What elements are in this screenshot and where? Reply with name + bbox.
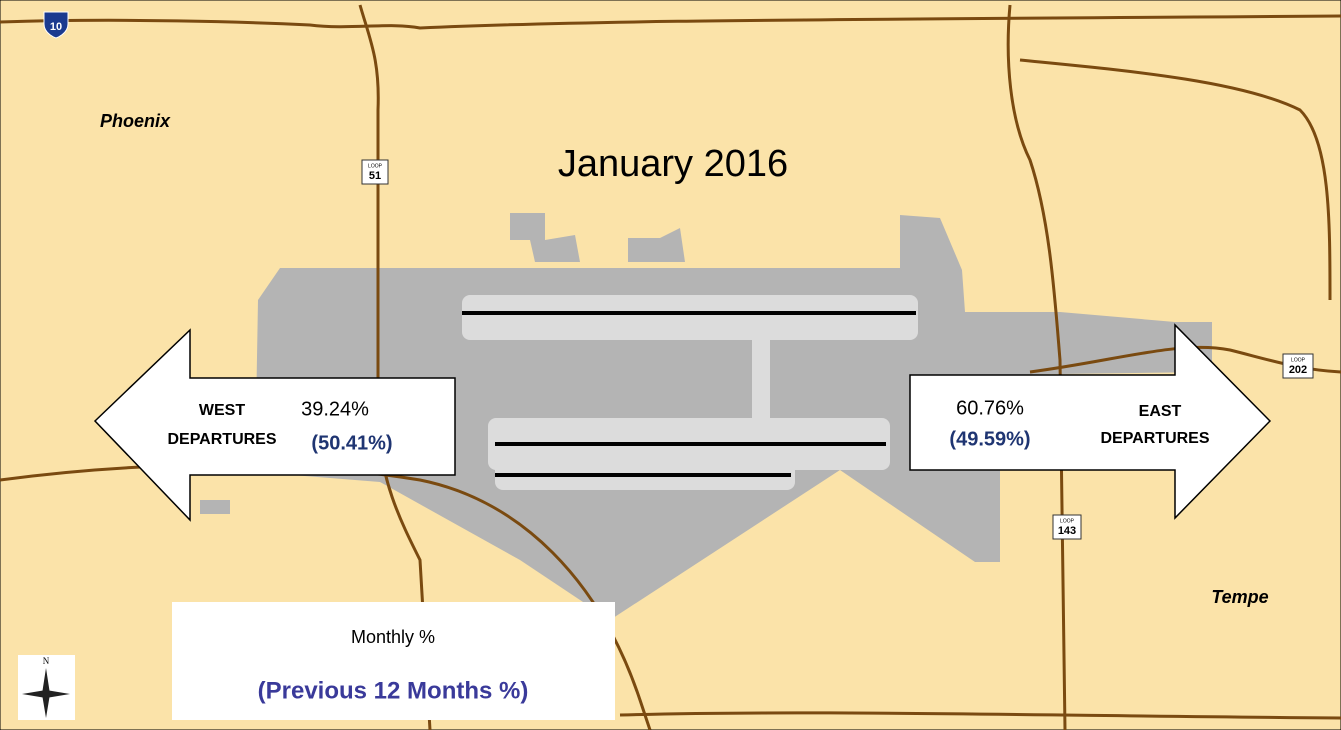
previous-percent: (49.59%) bbox=[949, 428, 1030, 450]
shield-number: 143 bbox=[1058, 525, 1076, 537]
arrow-label: EAST bbox=[1139, 403, 1182, 420]
legend-monthly: Monthly % bbox=[351, 627, 435, 647]
airport-parcel bbox=[200, 500, 230, 514]
compass-north: N bbox=[43, 656, 50, 666]
loop-shield: LOOP 202 bbox=[1282, 353, 1314, 379]
taxiway bbox=[462, 295, 918, 340]
airport-parcel bbox=[510, 213, 580, 262]
taxiway bbox=[752, 335, 770, 425]
monthly-percent: 39.24% bbox=[301, 398, 369, 420]
shield-prefix: LOOP bbox=[368, 163, 383, 169]
monthly-percent: 60.76% bbox=[956, 397, 1024, 419]
road bbox=[0, 14, 1341, 30]
place-label: Tempe bbox=[1211, 587, 1268, 607]
shield-number: 202 bbox=[1289, 364, 1307, 376]
east-arrow bbox=[909, 323, 1272, 520]
arrow-label: DEPARTURES bbox=[1100, 430, 1209, 447]
shield-number: 51 bbox=[369, 170, 381, 182]
map-title: January 2016 bbox=[558, 143, 788, 185]
compass-needle bbox=[22, 690, 70, 698]
arrow-label: WEST bbox=[199, 402, 245, 419]
legend-previous: (Previous 12 Months %) bbox=[258, 677, 529, 704]
road bbox=[1019, 58, 1332, 301]
shield-prefix: LOOP bbox=[1291, 357, 1306, 363]
previous-percent: (50.41%) bbox=[311, 432, 392, 454]
road bbox=[1006, 4, 1067, 730]
arrow-label: DEPARTURES bbox=[167, 431, 276, 448]
shield-prefix: LOOP bbox=[1060, 518, 1075, 524]
airport-parcel bbox=[628, 228, 685, 262]
west-arrow bbox=[93, 328, 456, 522]
shield-number: 10 bbox=[50, 21, 62, 33]
legend-box bbox=[172, 602, 615, 720]
loop-shield: LOOP 51 bbox=[361, 159, 389, 185]
loop-shield: LOOP 143 bbox=[1052, 514, 1082, 540]
interstate-shield: 10 bbox=[43, 11, 69, 39]
road bbox=[619, 711, 1341, 720]
place-label: Phoenix bbox=[100, 111, 171, 131]
